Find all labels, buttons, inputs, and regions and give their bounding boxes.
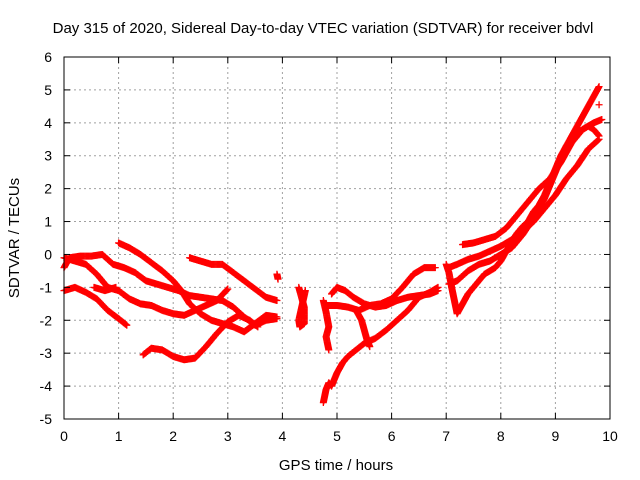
data-point: [325, 346, 333, 354]
data-point: [112, 283, 120, 291]
data-point: [594, 137, 602, 145]
x-tick-label: 4: [279, 428, 287, 444]
data-point: [273, 297, 281, 305]
y-tick-label: -4: [40, 378, 53, 394]
y-tick-label: -3: [40, 345, 53, 361]
axis-ticks: [63, 56, 611, 420]
y-tick-label: 0: [44, 246, 52, 262]
x-tick-labels: 0 1 2 3 4 5 6 7 8 9 10: [60, 428, 618, 444]
y-tick-labels: -5 -4 -3 -2 -1 0 1 2 3 4 5 6: [40, 49, 53, 427]
data-point: [431, 264, 439, 272]
data-point: [366, 343, 374, 351]
x-tick-label: 1: [115, 428, 123, 444]
data-point: [122, 321, 130, 329]
y-tick-label: 6: [44, 49, 52, 65]
x-tick-label: 6: [388, 428, 396, 444]
y-tick-label: 2: [44, 181, 52, 197]
data-point: [595, 83, 603, 91]
x-tick-label: 10: [602, 428, 618, 444]
y-tick-label: 4: [44, 115, 52, 131]
y-tick-label: -1: [40, 279, 53, 295]
data-point: [274, 275, 282, 283]
data-point: [253, 322, 261, 330]
x-tick-label: 3: [224, 428, 232, 444]
x-tick-label: 8: [497, 428, 505, 444]
data-point: [594, 136, 602, 144]
data-point: [595, 101, 603, 109]
data-point: [222, 287, 230, 295]
data-point: [121, 320, 129, 328]
x-tick-label: 2: [169, 428, 177, 444]
chart-title: Day 315 of 2020, Sidereal Day-to-day VTE…: [53, 20, 594, 37]
data-point: [223, 286, 231, 294]
y-tick-label: 1: [44, 214, 52, 230]
grid: [64, 57, 610, 419]
y-tick-label: 5: [44, 82, 52, 98]
data-point: [301, 287, 309, 295]
y-tick-label: -5: [40, 411, 53, 427]
data-point: [598, 116, 606, 124]
data-points: [60, 83, 606, 407]
x-axis-title: GPS time / hours: [279, 457, 393, 474]
x-tick-label: 0: [60, 428, 68, 444]
y-tick-label: -2: [40, 312, 53, 328]
y-axis-title: SDTVAR / TECUs: [6, 178, 23, 298]
data-point: [434, 287, 442, 295]
data-point: [254, 323, 262, 331]
data-point: [595, 135, 603, 143]
data-point: [273, 313, 281, 321]
data-point: [224, 285, 232, 293]
data-point: [123, 321, 131, 329]
data-point: [252, 322, 260, 330]
y-tick-label: 3: [44, 148, 52, 164]
x-tick-label: 5: [333, 428, 341, 444]
x-tick-label: 9: [552, 428, 560, 444]
x-tick-label: 7: [442, 428, 450, 444]
